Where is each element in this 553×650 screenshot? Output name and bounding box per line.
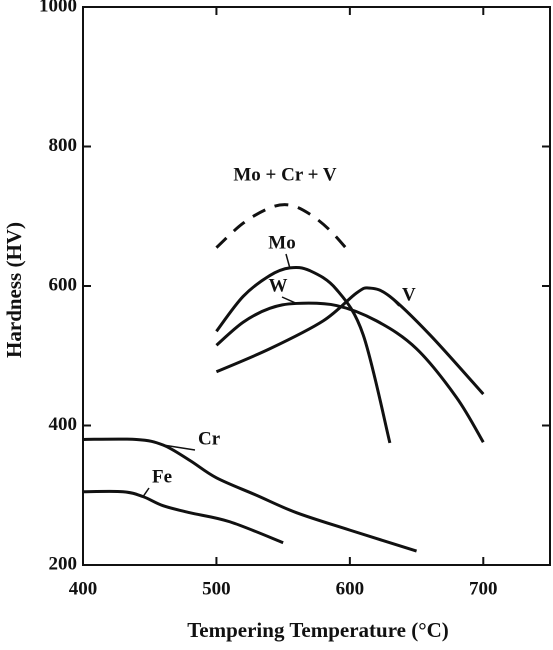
line-series bbox=[215, 301, 485, 444]
series-label: Cr bbox=[198, 428, 221, 449]
y-tick-label: 400 bbox=[49, 414, 78, 435]
series-label: Fe bbox=[152, 466, 172, 487]
x-tick-label: 700 bbox=[469, 578, 498, 599]
x-tick-label: 500 bbox=[202, 578, 231, 599]
label-leader bbox=[162, 444, 196, 451]
line-series bbox=[215, 265, 392, 444]
label-leader bbox=[281, 296, 297, 305]
series-label: Mo bbox=[268, 232, 295, 253]
x-axis-title: Tempering Temperature (°C) bbox=[187, 618, 449, 642]
label-leader bbox=[285, 253, 291, 269]
line-series bbox=[82, 437, 418, 553]
x-tick-label: 600 bbox=[336, 578, 365, 599]
label-leader bbox=[142, 487, 150, 498]
series-label: W bbox=[269, 275, 288, 296]
x-tick-label: 400 bbox=[69, 578, 98, 599]
y-tick-label: 1000 bbox=[39, 0, 77, 16]
y-tick-label: 600 bbox=[49, 274, 78, 295]
series-label: V bbox=[402, 284, 416, 305]
series-label: Mo + Cr + V bbox=[233, 164, 337, 185]
line-series bbox=[82, 489, 284, 545]
line-series bbox=[215, 203, 351, 254]
y-tick-label: 800 bbox=[49, 135, 78, 156]
label-leader bbox=[389, 295, 400, 307]
y-tick-label: 200 bbox=[49, 553, 78, 574]
y-axis-title: Hardness (HV) bbox=[2, 222, 26, 358]
line-series bbox=[215, 286, 485, 396]
